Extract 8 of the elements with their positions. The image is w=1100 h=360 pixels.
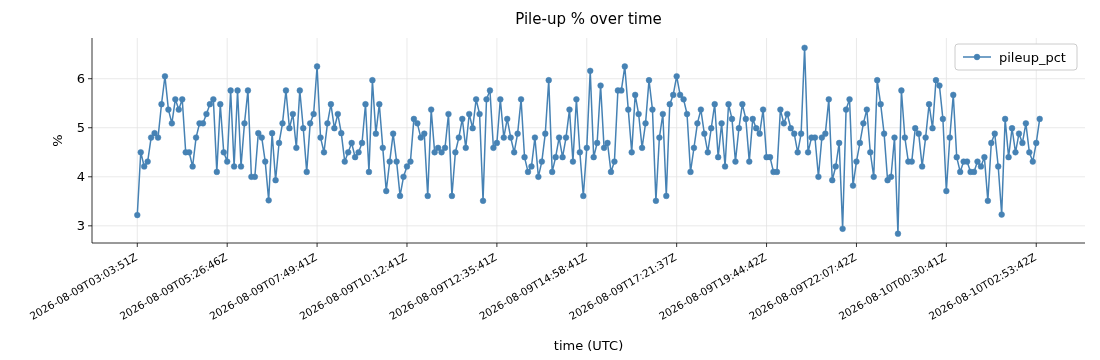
y-tick-label: 5 <box>76 120 85 136</box>
y-tick-label: 6 <box>76 71 85 87</box>
chart-title: Pile-up % over time <box>515 10 662 28</box>
y-tick-label: 3 <box>76 218 85 234</box>
y-axis-title: % <box>50 134 65 147</box>
x-axis-title: time (UTC) <box>553 338 624 353</box>
y-tick-label: 4 <box>76 169 85 185</box>
legend-label: pileup_pct <box>999 49 1066 65</box>
